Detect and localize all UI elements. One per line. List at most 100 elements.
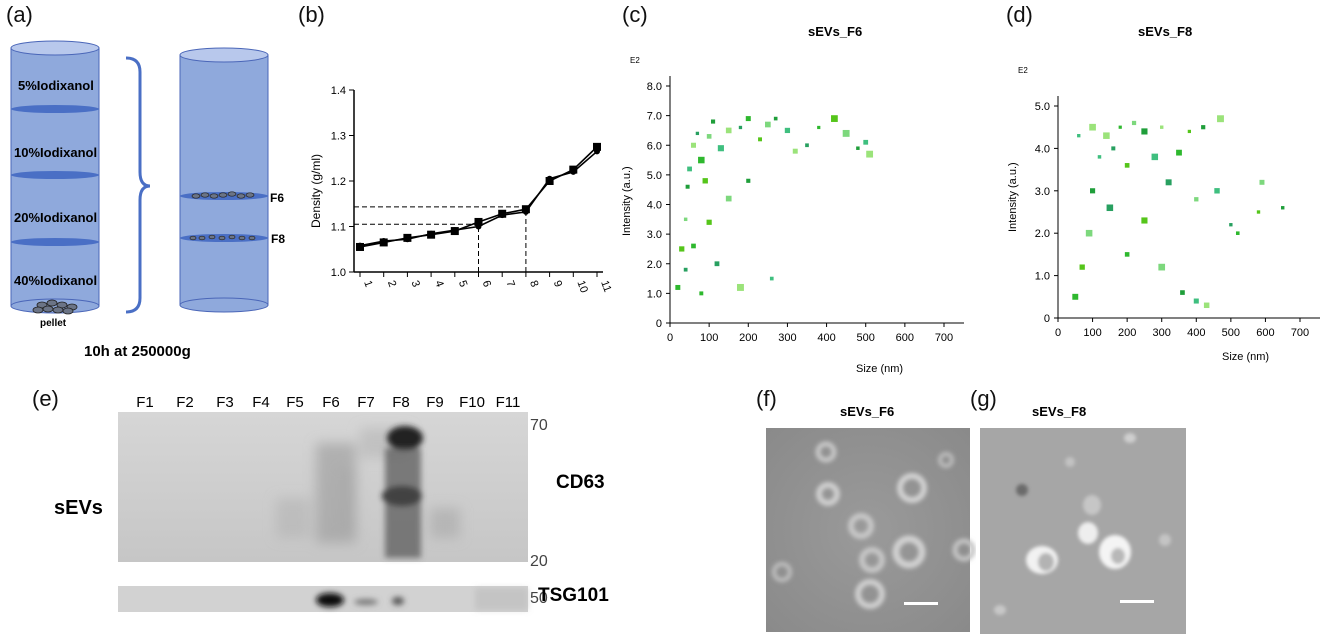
- scatter-point: [1217, 115, 1224, 123]
- scatter-point: [725, 195, 732, 202]
- density-point: [475, 223, 482, 230]
- vesicles-f8: [994, 433, 1171, 615]
- scatter-point: [1141, 128, 1148, 135]
- scatter-point: [699, 291, 704, 296]
- scatter-point: [842, 129, 850, 137]
- scatter-point: [706, 219, 712, 225]
- x-tick-label: 2: [385, 279, 398, 289]
- panel-a-tubes: 5%Iodixanol 10%Iodixanol 20%Iodixanol 40…: [10, 40, 285, 360]
- y-tick-label: 1.0: [647, 288, 662, 300]
- scatter-point: [1259, 179, 1265, 185]
- layer-label: 40%Iodixanol: [14, 273, 97, 288]
- x-tick-label: 400: [1187, 327, 1205, 339]
- density-y-axis-label: Density (g/ml): [309, 154, 323, 228]
- centrifuge-caption: 10h at 250000g: [84, 343, 191, 360]
- scatter-point: [817, 125, 821, 130]
- scatter-point: [1214, 188, 1220, 194]
- fraction-label-f8: F8: [271, 232, 285, 246]
- panel-label-g: (g): [970, 386, 997, 411]
- scatter-point: [831, 115, 838, 122]
- y-tick-label: 2.0: [1035, 228, 1050, 240]
- x-tick-label: 4: [432, 279, 445, 289]
- density-chart: Density (g/ml) 1.01.11.21.31.41 2 3 4 5 6 7 8 9 1…: [309, 85, 613, 295]
- scatter-point: [706, 134, 712, 139]
- scatter-f8-x-axis-label: Size (nm): [1222, 351, 1269, 363]
- y-tick-label: 0: [656, 318, 662, 330]
- density-point: [593, 142, 601, 151]
- y-tick-label: 1.0: [331, 267, 346, 279]
- scatter-point: [683, 267, 688, 272]
- y-tick-label: 5.0: [647, 170, 662, 182]
- panel-label-e: (e): [32, 386, 59, 411]
- density-point: [357, 242, 363, 249]
- x-tick-label: 600: [896, 332, 914, 344]
- scatter-point: [679, 246, 685, 252]
- sevs-row-label: sEVs: [54, 497, 103, 519]
- scatter-point: [1089, 123, 1096, 131]
- density-point: [380, 238, 387, 245]
- scatter-point: [691, 243, 696, 249]
- marker-20-label: 20: [530, 553, 548, 570]
- scatter-point: [1158, 263, 1166, 271]
- scatter-point: [1077, 134, 1081, 138]
- layer-label: 20%Iodixanol: [14, 210, 97, 225]
- y-tick-label: 1.1: [331, 222, 346, 234]
- tube-right: F6 F8: [179, 47, 285, 313]
- lane-label: F2: [176, 394, 194, 411]
- scatter-point: [702, 178, 708, 184]
- scatter-point: [805, 143, 809, 148]
- tem-image-f8: sEVs_F8: [980, 404, 1186, 634]
- density-point: [546, 175, 553, 182]
- tem-f6-title: sEVs_F6: [840, 404, 894, 419]
- scatter-point: [710, 119, 716, 124]
- cd63-strong-bands: [382, 426, 423, 558]
- x-tick-label: 0: [667, 332, 673, 344]
- scatter-point: [863, 139, 869, 145]
- layer-label: 10%Iodixanol: [14, 145, 97, 160]
- fraction-label-f6: F6: [270, 191, 284, 205]
- scatter-point: [1085, 229, 1093, 237]
- scatter-point: [1176, 149, 1182, 156]
- y-tick-label: 1.0: [1035, 271, 1050, 283]
- tsg101-bands: [316, 588, 528, 610]
- scatter-point: [792, 148, 798, 154]
- scatter-point: [690, 142, 696, 148]
- marker-70-label: 70: [530, 417, 548, 434]
- scatter-point: [698, 156, 705, 164]
- scatter-point: [736, 283, 744, 291]
- x-tick-label: 200: [1118, 327, 1136, 339]
- scatter-f6-x-axis-label: Size (nm): [856, 363, 903, 375]
- pellet-label: pellet: [40, 318, 67, 329]
- scale-bar: [1120, 600, 1154, 603]
- density-point: [570, 168, 577, 175]
- density-point: [404, 236, 411, 243]
- scatter-f8-y-axis-label: Intensity (a.u.): [1007, 162, 1019, 232]
- tem-f8-title: sEVs_F8: [1032, 404, 1086, 419]
- scatter-f8-exponent: E2: [1018, 66, 1028, 75]
- panel-label-b: (b): [298, 2, 325, 27]
- lane-label: F5: [286, 394, 304, 411]
- panel-label-d: (d): [1006, 2, 1033, 27]
- density-point: [499, 212, 506, 219]
- scatter-point: [765, 121, 771, 128]
- scatter-point: [725, 127, 732, 134]
- layer-label: 5%Iodixanol: [18, 78, 94, 93]
- marker-50-label: 50: [530, 590, 548, 607]
- scatter-point: [1072, 293, 1079, 300]
- y-tick-label: 3.0: [1035, 186, 1050, 198]
- scatter-point: [675, 284, 681, 290]
- lane-label: F7: [357, 394, 375, 411]
- scatter-point: [1194, 197, 1199, 202]
- x-tick-label: 0: [1055, 327, 1061, 339]
- scatter-f6-title: sEVs_F6: [808, 24, 862, 39]
- western-blot: F1 F2 F3 F4 F5 F6 F7 F8 F9 F10 F11 70 20 50 CD63 T…: [54, 394, 609, 612]
- x-tick-label: 400: [817, 332, 835, 344]
- scatter-point: [1131, 120, 1137, 126]
- y-tick-label: 4.0: [647, 200, 662, 212]
- scatter-point: [745, 116, 751, 122]
- x-tick-label: 10: [574, 279, 589, 295]
- panel-label-c: (c): [622, 2, 648, 27]
- y-tick-label: 2.0: [647, 259, 662, 271]
- scatter-f8-chart: sEVs_F8 E2 Intensity (a.u.) Size (nm) 0 1…: [1007, 24, 1320, 363]
- scatter-point: [1124, 163, 1130, 168]
